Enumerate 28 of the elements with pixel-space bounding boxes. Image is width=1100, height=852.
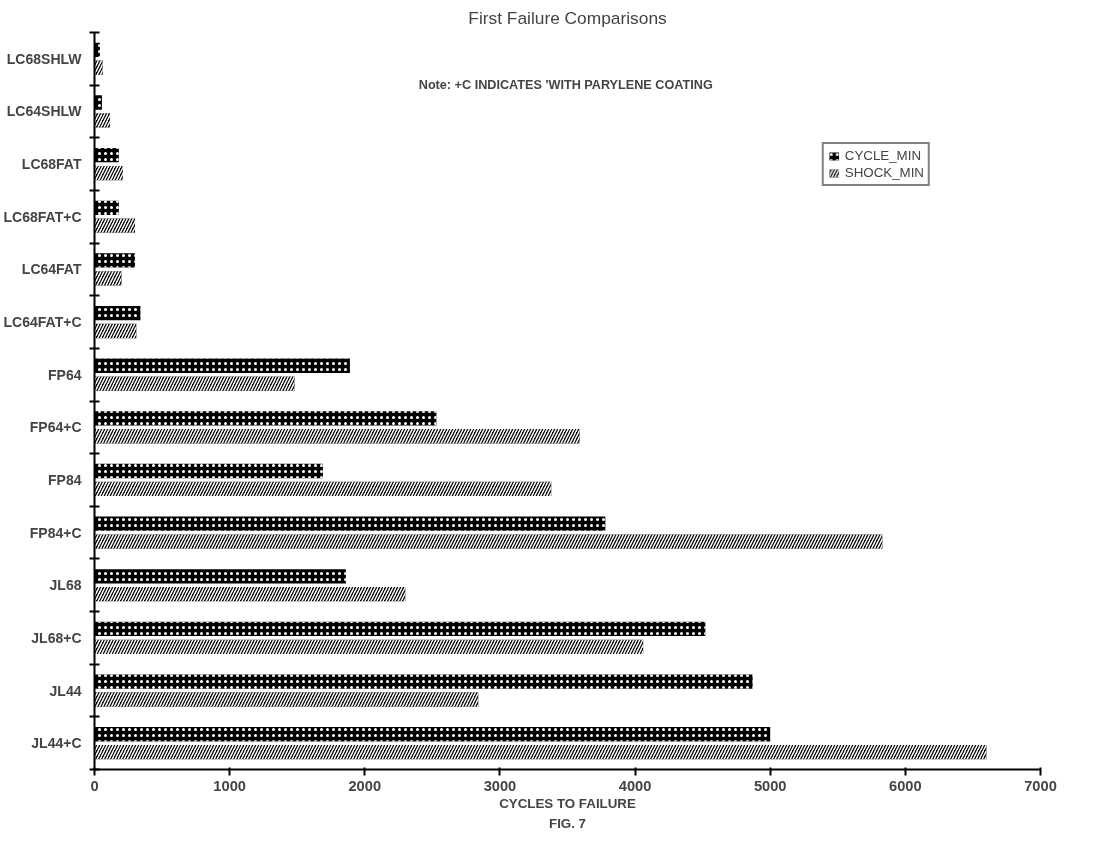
y-tick-label: FP84 [48,471,82,488]
annotation: Note: +C INDICATES 'WITH PARYLENE COATING [418,78,713,93]
y-tick-label: LC64SHLW [6,103,83,120]
y-tick-label: JL68 [49,577,82,594]
x-tick-label: 5000 [753,777,787,794]
x-axis-title: CYCLES TO FAILURE [499,795,636,811]
y-tick-label: JL44 [49,682,82,699]
y-tick-label: JL44+C [31,735,82,752]
y-tick-label: FP84+C [29,524,82,541]
y-tick-label: LC68FAT [21,156,82,173]
x-tick-label: 2000 [348,777,382,794]
y-tick-label: LC64FAT+C [3,314,82,331]
caption: FIG. 7 [548,815,587,831]
legend-label: CYCLE_MIN [844,148,922,163]
y-tick-label: LC68FAT+C [3,208,82,225]
x-tick-label: 6000 [889,777,922,794]
y-tick-label: FP64+C [29,419,82,436]
legend-label: SHOCK_MIN [844,165,924,180]
y-tick-label: LC64FAT [21,261,82,278]
x-tick-label: 0 [90,777,99,794]
x-tick-label: 7000 [1024,777,1057,794]
y-tick-label: JL68+C [31,629,82,646]
chart-title: First Failure Comparisons [468,7,668,28]
x-tick-label: 1000 [213,777,246,794]
x-tick-label: 4000 [618,777,652,794]
y-tick-label: FP64 [48,366,82,383]
y-tick-label: LC68SHLW [6,50,83,67]
x-tick-label: 3000 [483,777,517,794]
